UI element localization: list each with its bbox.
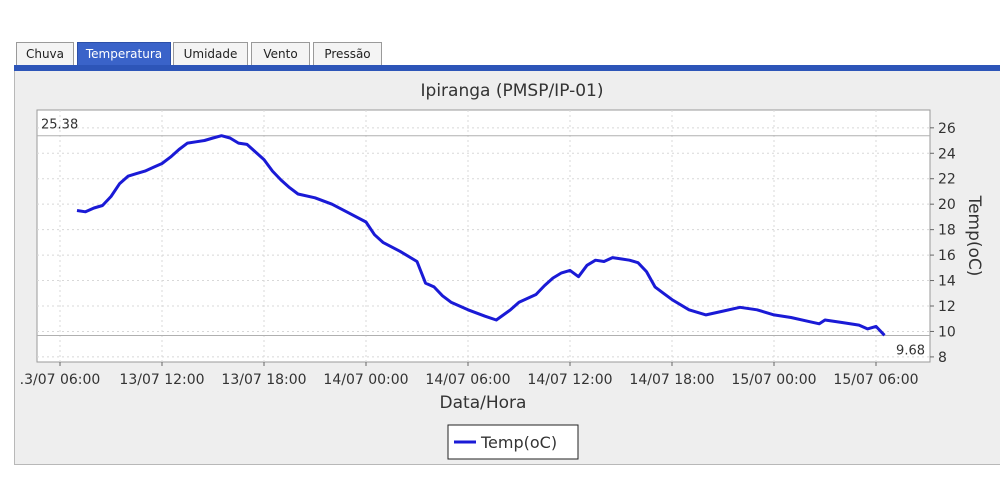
x-tick-label: 14/07 00:00 <box>323 372 408 388</box>
y-tick-label: 16 <box>938 248 956 264</box>
plot-area <box>36 109 931 363</box>
y-tick-label: 24 <box>938 146 956 162</box>
series-layer <box>76 134 886 337</box>
x-tick-label: 15/07 06:00 <box>833 372 918 388</box>
y-tick-label: 18 <box>938 223 956 239</box>
y-tick-label: 20 <box>938 197 956 213</box>
tab-underline <box>14 65 1000 71</box>
tab-temperatura[interactable]: Temperatura <box>77 42 171 65</box>
value-markers: 25.38 9.68 <box>37 118 930 359</box>
x-tick-label: 14/07 18:00 <box>629 372 714 388</box>
y-axis: 8 10 12 14 16 18 20 22 24 26 <box>930 121 956 366</box>
y-tick-label: 22 <box>938 172 956 188</box>
tab-vento[interactable]: Vento <box>251 42 310 65</box>
x-tick-label: 13/07 18:00 <box>221 372 306 388</box>
min-value-label: 9.68 <box>896 344 925 359</box>
grid-lines <box>37 110 930 362</box>
legend-label: Temp(oC) <box>480 433 557 452</box>
max-value-label: 25.38 <box>41 118 78 133</box>
x-tick-label: 13/07 12:00 <box>119 372 204 388</box>
y-tick-label: 10 <box>938 324 956 340</box>
x-axis: .3/07 06:00 13/07 12:00 13/07 18:00 14/07 0… <box>20 362 919 388</box>
tab-presso[interactable]: Pressão <box>313 42 382 65</box>
tab-chuva[interactable]: Chuva <box>16 42 74 65</box>
x-tick-label: .3/07 06:00 <box>20 372 101 388</box>
x-tick-label: 15/07 00:00 <box>731 372 816 388</box>
x-tick-label: 14/07 12:00 <box>527 372 612 388</box>
y-axis-label: Temp(oC) <box>964 195 984 277</box>
series-line-temp <box>76 134 886 337</box>
tab-umidade[interactable]: Umidade <box>173 42 248 65</box>
x-tick-label: 14/07 06:00 <box>425 372 510 388</box>
legend: Temp(oC) <box>447 424 579 460</box>
x-axis-label: Data/Hora <box>440 393 527 413</box>
y-tick-label: 8 <box>938 350 947 366</box>
y-tick-label: 14 <box>938 274 956 290</box>
chart-title: Ipiranga (PMSP/IP-01) <box>421 81 604 101</box>
y-tick-label: 12 <box>938 299 956 315</box>
y-tick-label: 26 <box>938 121 956 137</box>
